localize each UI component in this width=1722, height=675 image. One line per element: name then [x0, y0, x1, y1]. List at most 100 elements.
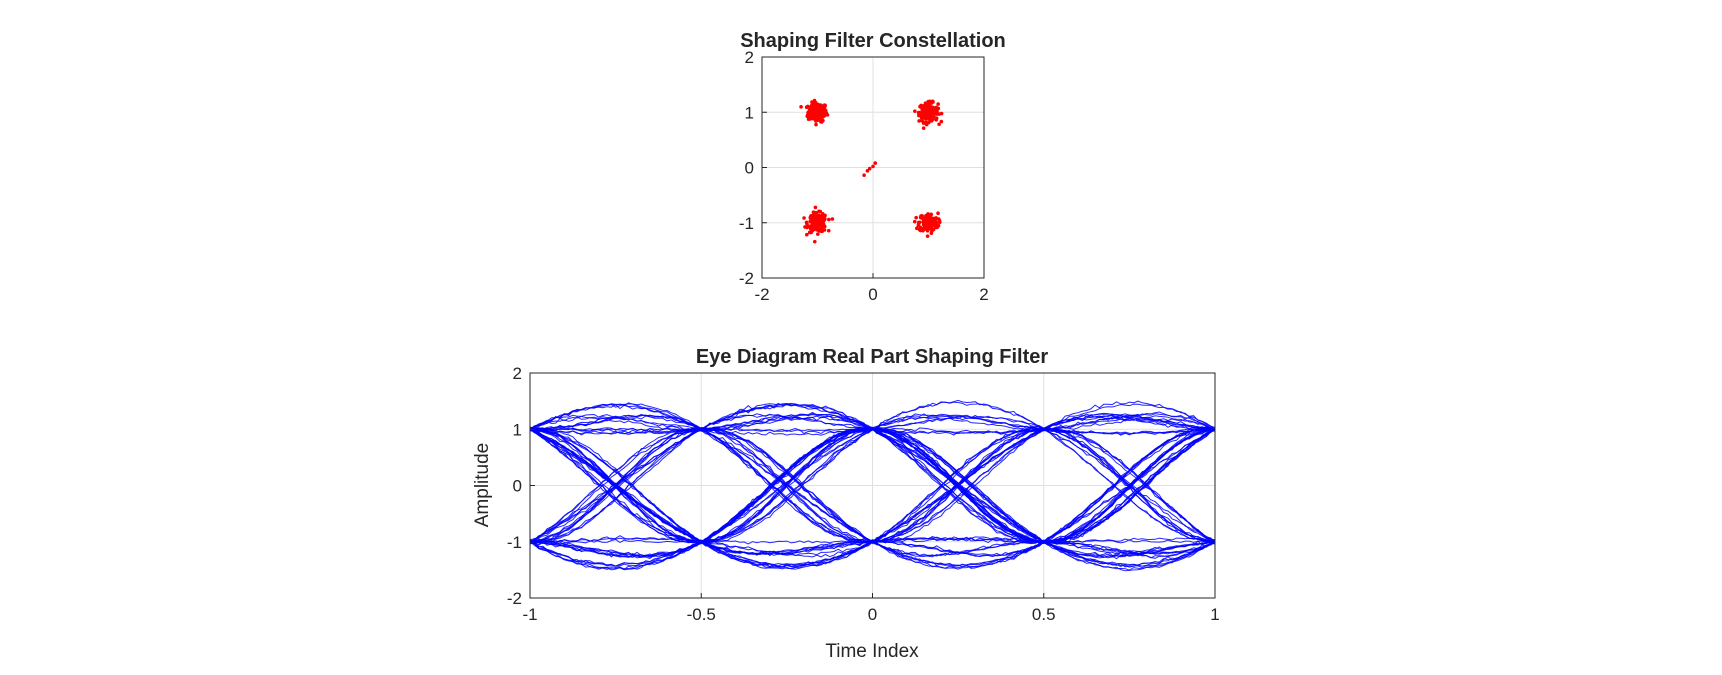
constellation-transient-point: [871, 164, 875, 169]
eye-title: Eye Diagram Real Part Shaping Filter: [696, 346, 1049, 368]
eye-x-tick-label: 0: [868, 605, 877, 624]
constellation-point: [817, 110, 822, 115]
constellation-point: [916, 110, 921, 115]
constellation-point: [811, 210, 816, 214]
constellation-transient-point: [865, 169, 870, 173]
constellation-point: [926, 216, 931, 220]
constellation-transient-point: [867, 166, 872, 171]
constellation-point: [805, 114, 810, 119]
constellation-point: [810, 100, 814, 104]
eye-trace: [529, 415, 1216, 567]
eye-y-tick-label: 1: [513, 420, 522, 439]
constellation-point: [810, 116, 815, 121]
constellation-point: [820, 211, 825, 216]
constellation-x-tick-label: 0: [868, 285, 877, 304]
constellation-point: [935, 106, 939, 111]
constellation-point: [812, 219, 816, 224]
constellation-y-tick-label: -1: [739, 214, 754, 233]
constellation-y-tick-label: -2: [739, 269, 754, 288]
constellation-title: Shaping Filter Constellation: [740, 30, 1006, 52]
constellation-point: [931, 113, 935, 118]
eye-y-axis-label: Amplitude: [472, 443, 493, 528]
constellation-point: [923, 112, 928, 117]
constellation-point: [927, 105, 931, 110]
constellation-point: [939, 119, 944, 124]
constellation-point: [935, 112, 940, 116]
constellation-point: [818, 215, 823, 220]
constellation-point: [926, 115, 930, 120]
constellation-point: [812, 105, 816, 110]
constellation-point: [812, 227, 816, 232]
constellation-point: [928, 109, 932, 114]
constellation-point: [917, 119, 921, 123]
constellation-point: [816, 114, 820, 119]
constellation-point: [804, 220, 809, 225]
constellation-point: [924, 103, 929, 108]
constellation-x-tick-label: -2: [754, 285, 769, 304]
constellation-transient-point: [862, 173, 866, 178]
constellation-point: [921, 222, 926, 227]
eye-trace: [529, 414, 1216, 568]
constellation-point: [914, 215, 918, 220]
constellation-point: [821, 223, 825, 228]
constellation-point: [926, 219, 930, 223]
eye-traces: [529, 399, 1216, 572]
constellation-point: [807, 108, 812, 113]
constellation-point: [817, 222, 821, 227]
constellation-point: [810, 111, 815, 116]
constellation-point: [805, 232, 809, 237]
constellation-point: [802, 216, 806, 220]
constellation-point: [916, 223, 921, 228]
constellation-point: [929, 212, 933, 217]
constellation-point: [818, 209, 823, 214]
eye-x-tick-label: -1: [522, 605, 537, 624]
constellation-point: [925, 226, 930, 231]
constellation-point: [819, 229, 824, 234]
constellation-point: [816, 232, 820, 236]
constellation-point: [814, 122, 818, 127]
eye-x-tick-label: -0.5: [687, 605, 716, 624]
constellation-point: [937, 220, 942, 225]
constellation-point: [936, 211, 940, 216]
eye-y-tick-label: -1: [507, 533, 522, 552]
constellation-point: [920, 118, 924, 123]
eye-trace: [529, 427, 1216, 570]
constellation-point: [936, 102, 940, 106]
constellation-point: [827, 217, 831, 222]
constellation-point: [920, 106, 924, 111]
constellation-point: [931, 216, 935, 221]
constellation-ticks: -2 0 2 -2 -1 0 1 2: [739, 48, 989, 304]
constellation-point: [819, 120, 824, 124]
constellation-plot: -2 0 2 -2 -1 0 1 2 Shaping Filter Constellation: [739, 30, 1006, 304]
constellation-point: [936, 217, 941, 221]
constellation-point: [804, 105, 809, 110]
constellation-point: [919, 116, 924, 120]
constellation-point: [799, 105, 803, 109]
constellation-point: [921, 217, 925, 221]
constellation-transient-point: [873, 161, 878, 165]
constellation-point: [812, 222, 817, 227]
constellation-point: [809, 230, 814, 235]
constellation-point: [919, 113, 923, 117]
constellation-point: [934, 117, 939, 122]
constellation-point: [806, 224, 811, 228]
constellation-point: [822, 218, 827, 222]
constellation-point: [823, 110, 828, 115]
constellation-y-tick-label: 2: [745, 48, 754, 67]
constellation-point: [822, 103, 827, 108]
constellation-point: [813, 205, 818, 210]
constellation-point: [912, 219, 917, 224]
constellation-point: [808, 227, 813, 231]
constellation-point: [830, 217, 835, 221]
constellation-point: [937, 122, 941, 127]
eye-y-tick-label: 0: [513, 477, 522, 496]
constellation-point: [929, 119, 933, 123]
eye-x-tick-label: 0.5: [1032, 605, 1056, 624]
constellation-point: [917, 220, 922, 225]
eye-trace: [529, 404, 1216, 568]
constellation-y-tick-label: 1: [745, 103, 754, 122]
constellation-point: [935, 109, 939, 113]
